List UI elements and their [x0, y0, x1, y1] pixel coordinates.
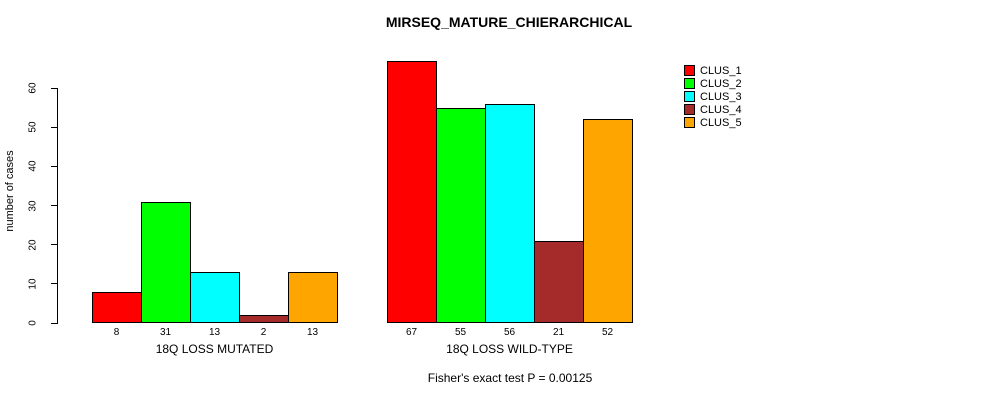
fisher-test-note: Fisher's exact test P = 0.00125	[427, 371, 593, 385]
y-axis-tick	[51, 205, 57, 206]
y-axis-line	[57, 88, 58, 324]
y-tick-label: 40	[27, 160, 39, 172]
chart-title: MIRSEQ_MATURE_CHIERARCHICAL	[385, 14, 633, 30]
bar-value-label: 13	[306, 327, 319, 338]
bar-value-label: 31	[159, 327, 172, 338]
bar-clus_1-group1	[92, 292, 142, 323]
bar-value-label: 21	[552, 327, 565, 338]
legend-swatch	[684, 65, 695, 76]
bar-clus_5-group2	[583, 119, 633, 323]
y-axis-tick	[51, 244, 57, 246]
legend-label: CLUS_1	[700, 64, 742, 77]
legend-label: CLUS_4	[700, 103, 742, 116]
legend-item: CLUS_2	[684, 77, 742, 90]
bar-value-label: 2	[260, 327, 267, 338]
y-tick-label: 20	[27, 239, 39, 251]
bar-clus_1-group2	[387, 61, 437, 323]
legend-item: CLUS_5	[684, 116, 742, 129]
bar-value-label: 55	[454, 327, 467, 338]
legend-item: CLUS_1	[684, 64, 742, 77]
legend-swatch	[684, 78, 695, 89]
legend-swatch	[684, 104, 695, 115]
y-tick-label: 50	[27, 121, 39, 133]
y-axis-tick	[51, 165, 57, 167]
legend-label: CLUS_2	[700, 77, 742, 90]
bar-clus_5-group1	[288, 272, 338, 323]
legend-swatch	[684, 91, 695, 102]
legend-item: CLUS_4	[684, 103, 742, 116]
bar-value-label: 56	[503, 327, 516, 338]
y-axis-tick	[51, 126, 57, 128]
bar-clus_3-group2	[485, 104, 535, 323]
y-tick-label: 0	[27, 320, 39, 326]
bar-clus_2-group1	[141, 202, 191, 323]
y-tick-label: 60	[27, 82, 39, 94]
y-tick-label: 30	[27, 199, 39, 212]
bar-clus_2-group2	[436, 108, 486, 323]
legend-label: CLUS_3	[700, 90, 742, 103]
x-axis-group-label: 18Q LOSS WILD-TYPE	[446, 342, 573, 356]
legend-swatch	[684, 117, 695, 128]
y-axis-tick	[51, 87, 57, 89]
bar-value-label: 8	[113, 327, 120, 338]
bar-value-label: 67	[405, 327, 418, 338]
bar-value-label: 13	[208, 327, 221, 338]
bar-clus_4-group1	[239, 315, 289, 323]
bar-clus_3-group1	[190, 272, 240, 323]
legend: CLUS_1 CLUS_2 CLUS_3 CLUS_4 CLUS_5	[684, 64, 742, 129]
bar-clus_4-group2	[534, 241, 584, 323]
y-tick-label: 10	[27, 278, 39, 290]
bar-value-label: 52	[601, 327, 614, 338]
y-axis-tick	[51, 322, 57, 324]
legend-item: CLUS_3	[684, 90, 742, 103]
legend-label: CLUS_5	[700, 116, 742, 129]
y-axis-tick	[51, 283, 57, 285]
x-axis-group-label: 18Q LOSS MUTATED	[155, 342, 274, 356]
